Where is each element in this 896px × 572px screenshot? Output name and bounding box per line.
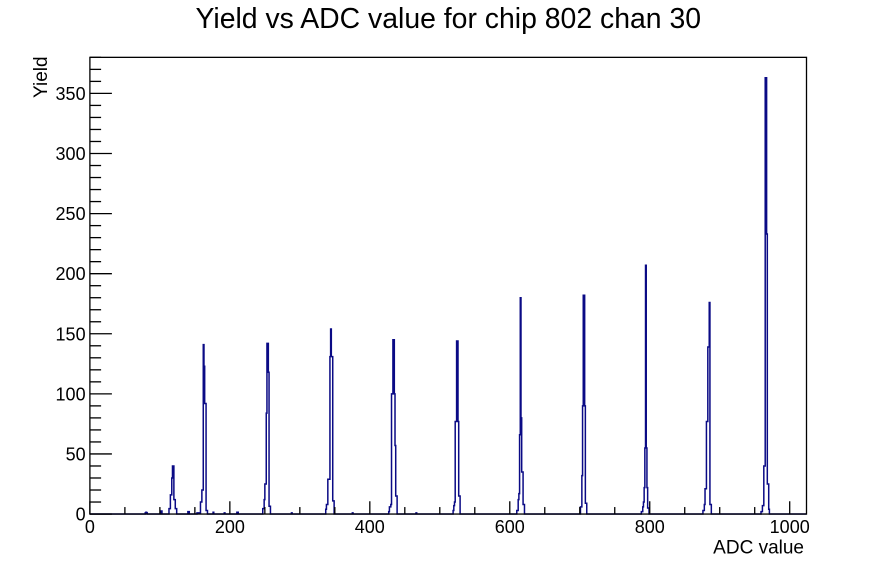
svg-text:800: 800 xyxy=(635,517,665,537)
svg-text:1000: 1000 xyxy=(770,517,810,537)
svg-text:300: 300 xyxy=(56,144,86,164)
svg-text:50: 50 xyxy=(66,445,86,465)
svg-text:200: 200 xyxy=(56,264,86,284)
svg-text:200: 200 xyxy=(215,517,245,537)
svg-text:100: 100 xyxy=(56,384,86,404)
svg-text:400: 400 xyxy=(355,517,385,537)
svg-text:Yield: Yield xyxy=(31,56,52,98)
svg-text:0: 0 xyxy=(85,517,95,537)
svg-text:Yield vs ADC value for chip 80: Yield vs ADC value for chip 802 chan 30 xyxy=(196,3,702,35)
svg-text:0: 0 xyxy=(76,505,86,525)
svg-text:600: 600 xyxy=(495,517,525,537)
svg-text:250: 250 xyxy=(56,204,86,224)
svg-text:ADC value: ADC value xyxy=(713,537,804,558)
svg-text:150: 150 xyxy=(56,324,86,344)
svg-text:350: 350 xyxy=(56,84,86,104)
